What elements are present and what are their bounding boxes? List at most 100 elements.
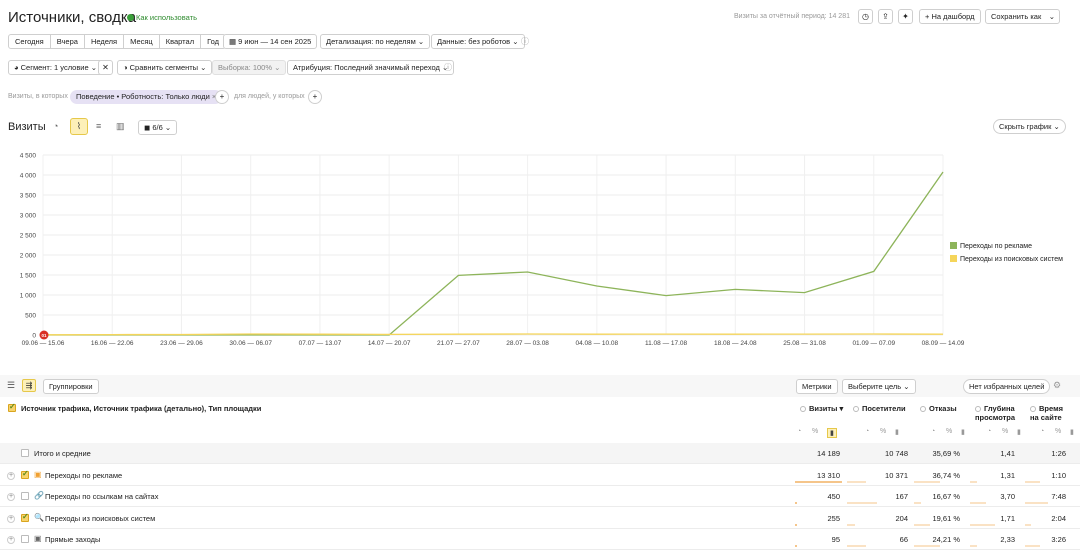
- pie-mode-icon[interactable]: ◔: [1040, 428, 1045, 435]
- ad-icon: ▣: [34, 470, 42, 479]
- cell-share-bar: [970, 544, 977, 547]
- pie-mode-icon[interactable]: ◔: [797, 428, 802, 435]
- hide-chart-button[interactable]: Скрыть график ⌄: [993, 119, 1066, 134]
- x-tick-label: 25.08 — 31.08: [783, 340, 826, 347]
- close-icon[interactable]: ×: [212, 92, 216, 101]
- period-year[interactable]: Год: [207, 37, 220, 46]
- percent-mode-icon[interactable]: %: [946, 428, 953, 435]
- cell-time: 3:26: [1051, 534, 1066, 544]
- chevron-down-icon: ⌄: [903, 382, 910, 391]
- expand-icon[interactable]: +: [7, 514, 15, 523]
- period-today[interactable]: Сегодня: [9, 35, 51, 48]
- groupings-button[interactable]: Группировки: [43, 379, 99, 394]
- dimension-header[interactable]: Источник трафика, Источник трафика (дета…: [21, 404, 262, 413]
- how-to-use-link[interactable]: Как использовать: [127, 13, 197, 22]
- period-yesterday[interactable]: Вчера: [51, 35, 85, 48]
- chevron-down-icon: ⌄: [200, 63, 207, 72]
- metrics-count-dropdown[interactable]: ◼ 6/6 ⌄: [138, 120, 178, 135]
- percent-mode-icon[interactable]: %: [880, 428, 887, 435]
- bar-chart-icon[interactable]: ▥: [116, 121, 125, 131]
- settings-icon[interactable]: ⚙: [1053, 380, 1062, 390]
- legend-item[interactable]: Переходы по рекламе: [950, 240, 1063, 253]
- select-all-checkbox[interactable]: [8, 402, 16, 412]
- list-view-icon[interactable]: ☰: [7, 380, 16, 390]
- row-checkbox[interactable]: [21, 492, 29, 501]
- period-selector[interactable]: Сегодня Вчера Неделя Месяц Квартал Год: [8, 34, 227, 49]
- cell-visitors: 66: [899, 534, 908, 544]
- add-condition-icon[interactable]: +: [215, 90, 229, 104]
- table-row[interactable]: + 🔗 Переходы по ссылкам на сайтах 450 167 16,…: [0, 486, 1080, 508]
- sample-dropdown[interactable]: Выборка: 100% ⌄: [212, 60, 287, 75]
- expand-icon[interactable]: +: [7, 472, 15, 480]
- cell-depth: 3,70: [1000, 492, 1015, 502]
- pie-mode-icon[interactable]: ◔: [987, 428, 992, 435]
- search-icon: 🔍: [34, 512, 44, 522]
- data-dropdown[interactable]: Данные: без роботов ⌄: [431, 34, 525, 49]
- bar-mode-icon[interactable]: ▮: [895, 429, 899, 436]
- save-as-button[interactable]: Сохранить как ⌄: [985, 9, 1060, 24]
- date-range-picker[interactable]: ▦ 9 июн — 14 сен 2025: [223, 34, 318, 49]
- cell-share-bar: [795, 502, 797, 505]
- cell-time: 1:10: [1051, 471, 1066, 480]
- period-quarter[interactable]: Квартал: [160, 35, 202, 48]
- col-time[interactable]: Время на сайте: [1030, 404, 1063, 422]
- bar-mode-icon[interactable]: ▮: [1017, 429, 1021, 436]
- no-fav-goals-button[interactable]: Нет избранных целей: [963, 379, 1051, 394]
- line-chart-icon[interactable]: ⌇: [70, 118, 88, 135]
- tree-view-icon[interactable]: ⇶: [22, 379, 36, 392]
- bar-mode-icon[interactable]: ▮: [961, 429, 965, 436]
- row-checkbox[interactable]: [21, 469, 29, 479]
- x-tick-label: 09.06 — 15.06: [22, 340, 65, 347]
- bar-mode-icon[interactable]: ▮: [827, 428, 837, 438]
- y-tick-label: 3 500: [20, 193, 37, 200]
- row-checkbox[interactable]: [21, 449, 29, 457]
- compare-segments-button[interactable]: ◑ Сравнить сегменты ⌄: [117, 60, 213, 75]
- metrics-button[interactable]: Метрики: [796, 379, 838, 394]
- compare-icon: ◑: [123, 63, 130, 72]
- attribution-dropdown[interactable]: Атрибуция: Последний значимый переход ⌄: [287, 60, 455, 75]
- clock-icon[interactable]: ◷: [858, 9, 873, 24]
- info-icon[interactable]: ⓘ: [521, 37, 529, 46]
- info-icon[interactable]: ⓘ: [444, 63, 452, 72]
- period-month[interactable]: Месяц: [124, 35, 160, 48]
- y-tick-label: 500: [25, 313, 36, 320]
- stacked-chart-icon[interactable]: ≡: [96, 121, 102, 131]
- percent-mode-icon[interactable]: %: [1055, 428, 1062, 435]
- row-label: Итого и средние: [34, 449, 91, 458]
- add-condition-icon[interactable]: +: [308, 90, 322, 104]
- col-bounces[interactable]: Отказы: [920, 404, 957, 413]
- period-week[interactable]: Неделя: [85, 35, 125, 48]
- x-tick-label: 08.09 — 14.09: [922, 340, 965, 347]
- customize-icon[interactable]: ✦: [898, 9, 913, 24]
- pie-chart-icon[interactable]: ◔: [53, 121, 59, 131]
- choose-goal-dropdown[interactable]: Выберите цель ⌄: [842, 379, 916, 394]
- visits-line-chart: 0 500 1 000 1 500 2 000 2 500 3 000 3 500 4 000 4…: [20, 153, 965, 348]
- pie-mode-icon[interactable]: ◔: [865, 428, 870, 435]
- detail-dropdown[interactable]: Детализация: по неделям ⌄: [320, 34, 431, 49]
- table-row[interactable]: + 🔍Переходы из поисковых систем 255 204 19,6…: [0, 508, 1080, 529]
- clear-segment-icon[interactable]: ✕: [98, 60, 113, 75]
- share-icon[interactable]: ⇪: [878, 9, 893, 24]
- col-depth[interactable]: Глубина просмотра: [975, 404, 1016, 422]
- expand-icon[interactable]: +: [7, 493, 15, 502]
- row-checkbox[interactable]: [21, 534, 29, 543]
- row-label: Переходы из поисковых систем: [45, 513, 156, 523]
- col-visitors[interactable]: Посетители: [853, 404, 906, 413]
- legend-item[interactable]: Переходы из поисковых систем: [950, 253, 1063, 266]
- table-row[interactable]: + ▣ Прямые заходы 95 66 24,21 % 2,33 3:26: [0, 529, 1080, 550]
- expand-icon[interactable]: +: [7, 535, 15, 544]
- pie-mode-icon[interactable]: ◔: [931, 428, 936, 435]
- legend-swatch: [950, 242, 957, 249]
- percent-mode-icon[interactable]: %: [812, 428, 819, 435]
- row-checkbox[interactable]: [21, 512, 29, 522]
- chevron-down-icon: ⌄: [417, 37, 425, 46]
- table-row[interactable]: + ▣Переходы по рекламе 13 310 10 371 36,74 %…: [0, 465, 1080, 486]
- segment-dropdown[interactable]: ◕ Сегмент: 1 условие ⌄: [8, 60, 104, 75]
- percent-mode-icon[interactable]: %: [1002, 428, 1009, 435]
- condition-tag[interactable]: Поведение • Роботность: Только люди ×: [70, 90, 223, 104]
- page-title: Источники, сводка: [8, 9, 137, 26]
- col-visits[interactable]: Визиты ▾: [800, 404, 843, 413]
- bar-mode-icon[interactable]: ▮: [1070, 429, 1074, 436]
- to-dashboard-button[interactable]: + На дашборд: [919, 9, 981, 24]
- radio-icon: [920, 406, 926, 412]
